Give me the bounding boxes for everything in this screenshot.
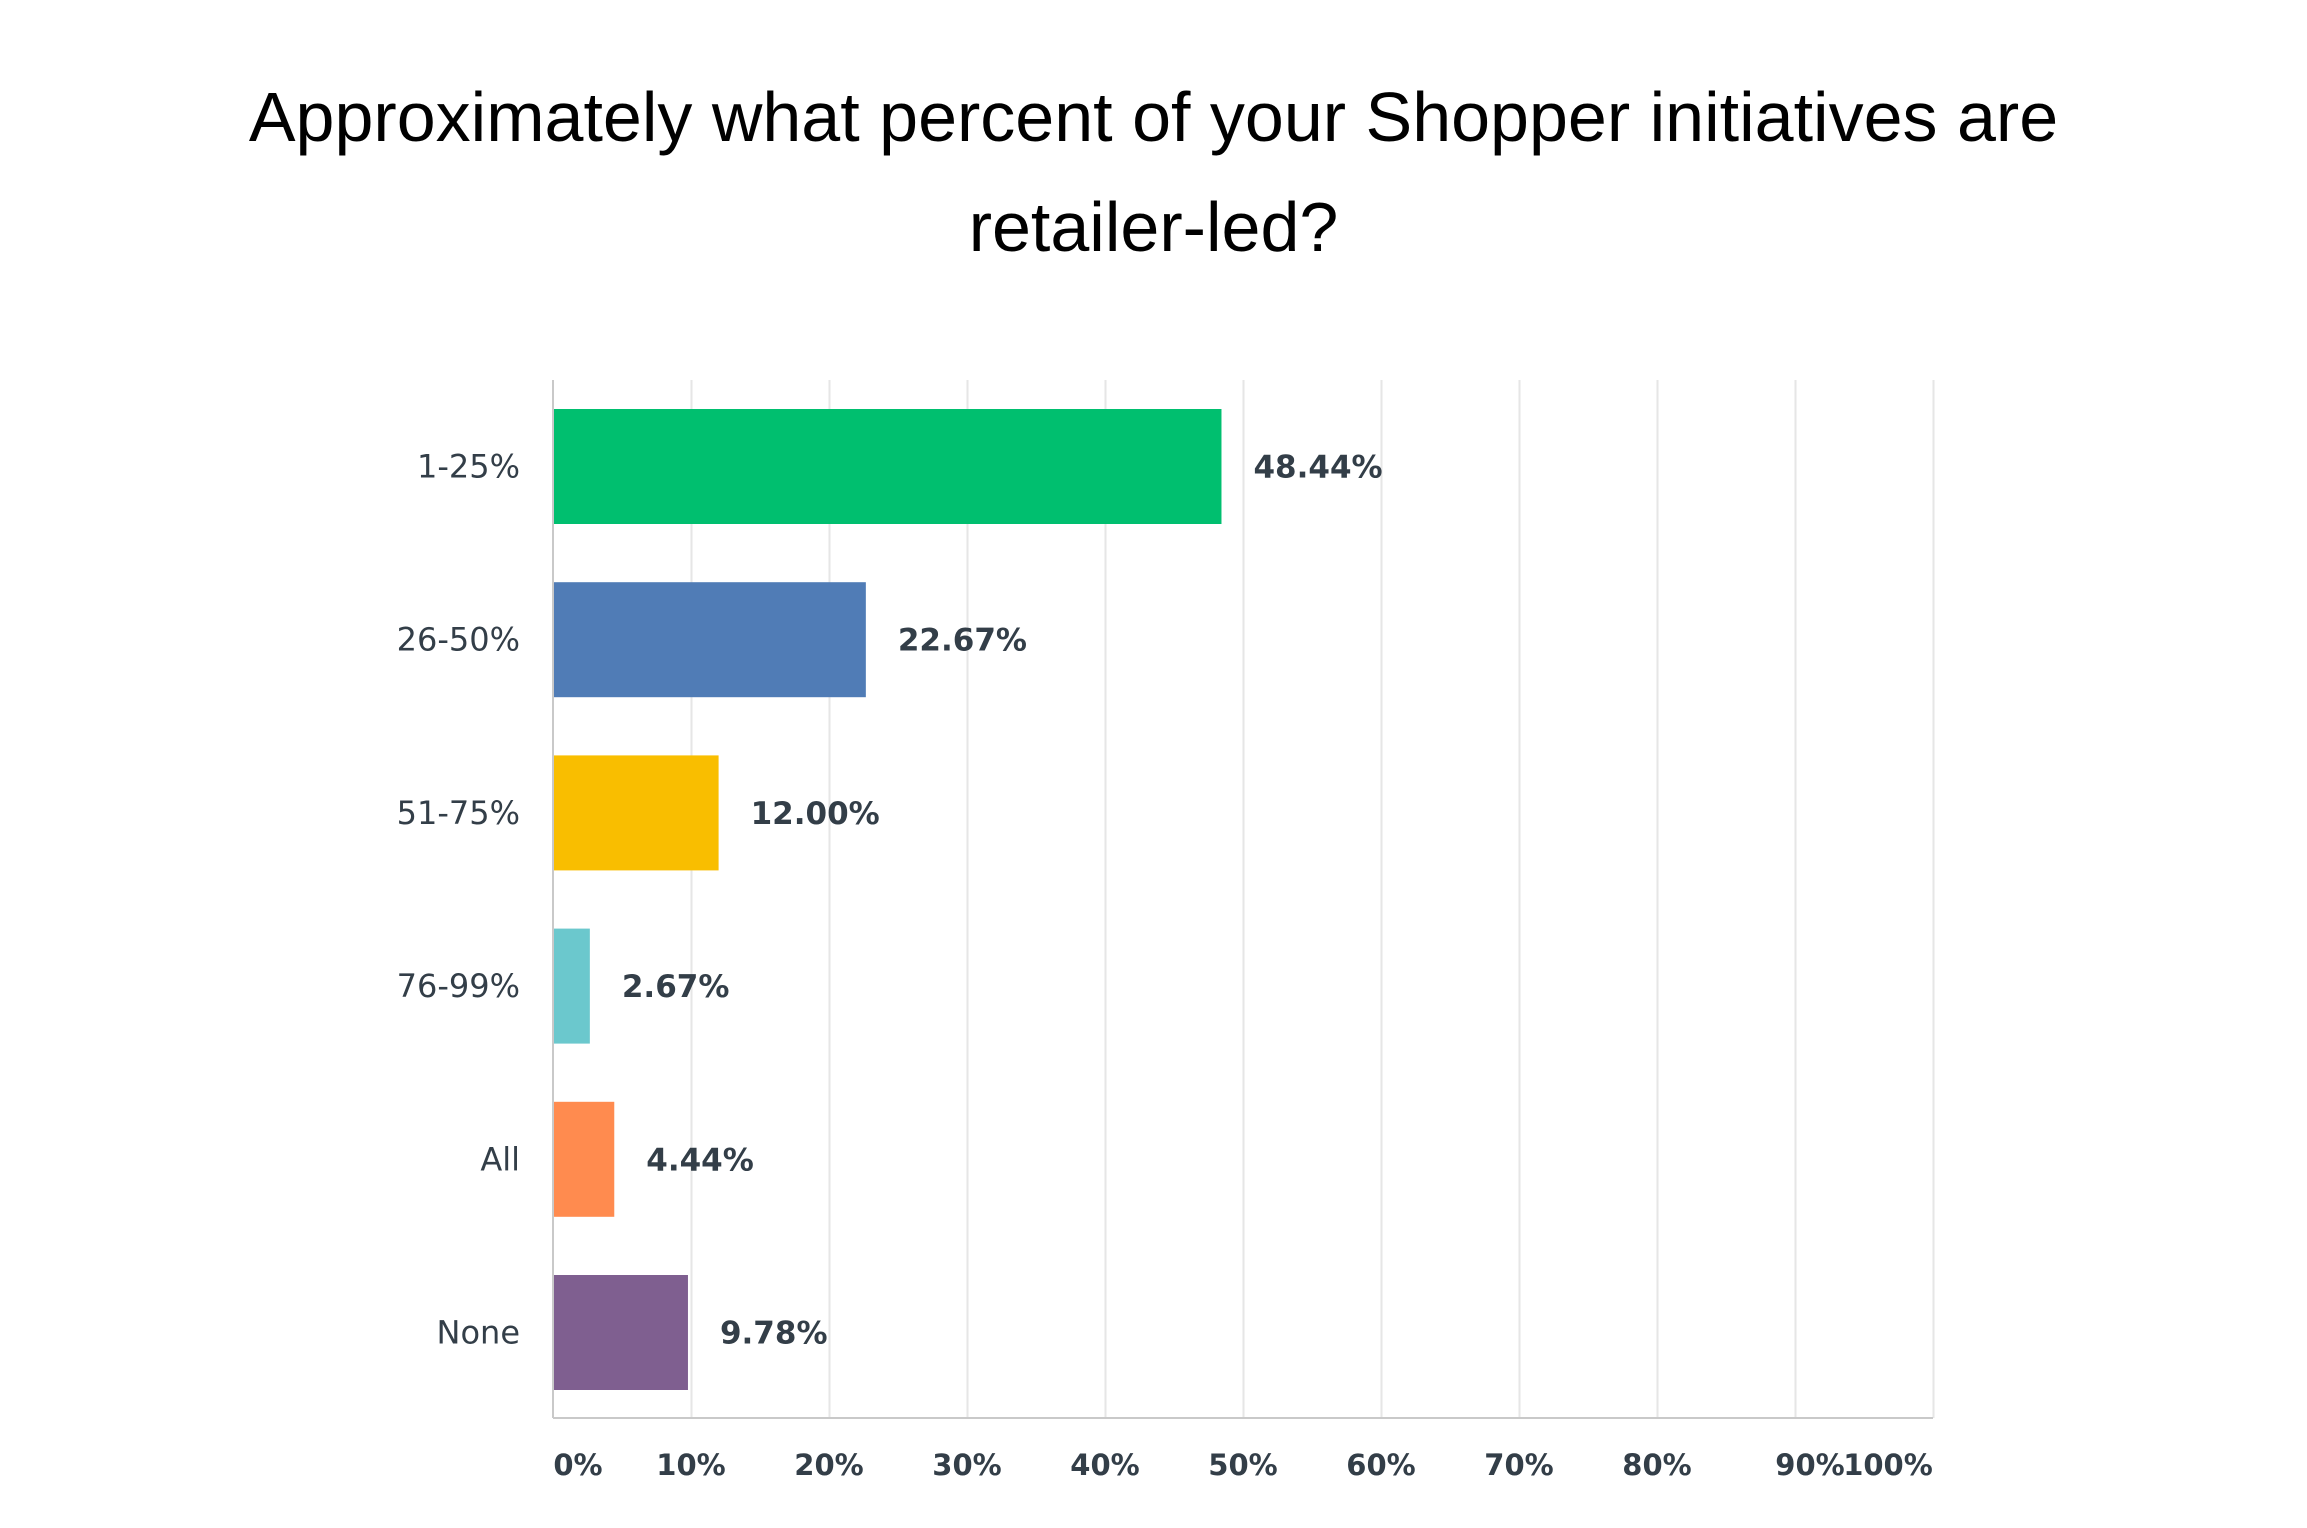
x-tick-label-100: 100% xyxy=(1843,1448,1933,1482)
chart-title-line-2: retailer-led? xyxy=(968,188,1339,266)
bar-all xyxy=(554,1101,615,1217)
bar-51-75- xyxy=(554,755,719,871)
labels: 0% 10% 20% 30% 40% 50% 60% 70% 80% 90%100% 1-25% 48… xyxy=(397,448,1933,1483)
value-label: 12.00% xyxy=(751,796,880,832)
category-label: 1-25% xyxy=(417,448,520,486)
gridlines xyxy=(690,380,1935,1418)
bar-26-50- xyxy=(554,582,866,698)
x-tick-label-90: 90% xyxy=(1775,1448,1844,1482)
chart-title-line-1: Approximately what percent of your Shopp… xyxy=(248,78,2059,156)
axes xyxy=(552,380,1933,1419)
bars xyxy=(554,409,1222,1390)
bar-1-25- xyxy=(554,409,1222,524)
x-tick-label-20: 20% xyxy=(794,1448,863,1482)
chart-title: Approximately what percent of your Shopp… xyxy=(0,62,2307,282)
x-tick-label-10: 10% xyxy=(656,1448,725,1482)
value-label: 2.67% xyxy=(622,969,730,1005)
category-label: All xyxy=(480,1140,520,1178)
x-tick-label-40: 40% xyxy=(1070,1448,1139,1482)
x-tick-label-50: 50% xyxy=(1208,1448,1277,1482)
x-tick-label-80: 80% xyxy=(1622,1448,1691,1482)
category-label: 26-50% xyxy=(397,621,520,659)
value-label: 48.44% xyxy=(1253,450,1382,486)
category-label: 76-99% xyxy=(397,967,520,1005)
x-tick-label-0: 0% xyxy=(553,1448,602,1482)
value-label: 4.44% xyxy=(646,1142,754,1178)
x-tick-label-60: 60% xyxy=(1346,1448,1415,1482)
bar-none xyxy=(554,1275,688,1390)
value-label: 9.78% xyxy=(720,1316,828,1352)
category-label: None xyxy=(437,1314,520,1352)
value-label: 22.67% xyxy=(898,623,1027,659)
x-tick-label-70: 70% xyxy=(1484,1448,1553,1482)
category-label: 51-75% xyxy=(397,794,520,832)
x-tick-label-30: 30% xyxy=(932,1448,1001,1482)
bar-76-99- xyxy=(554,928,590,1044)
